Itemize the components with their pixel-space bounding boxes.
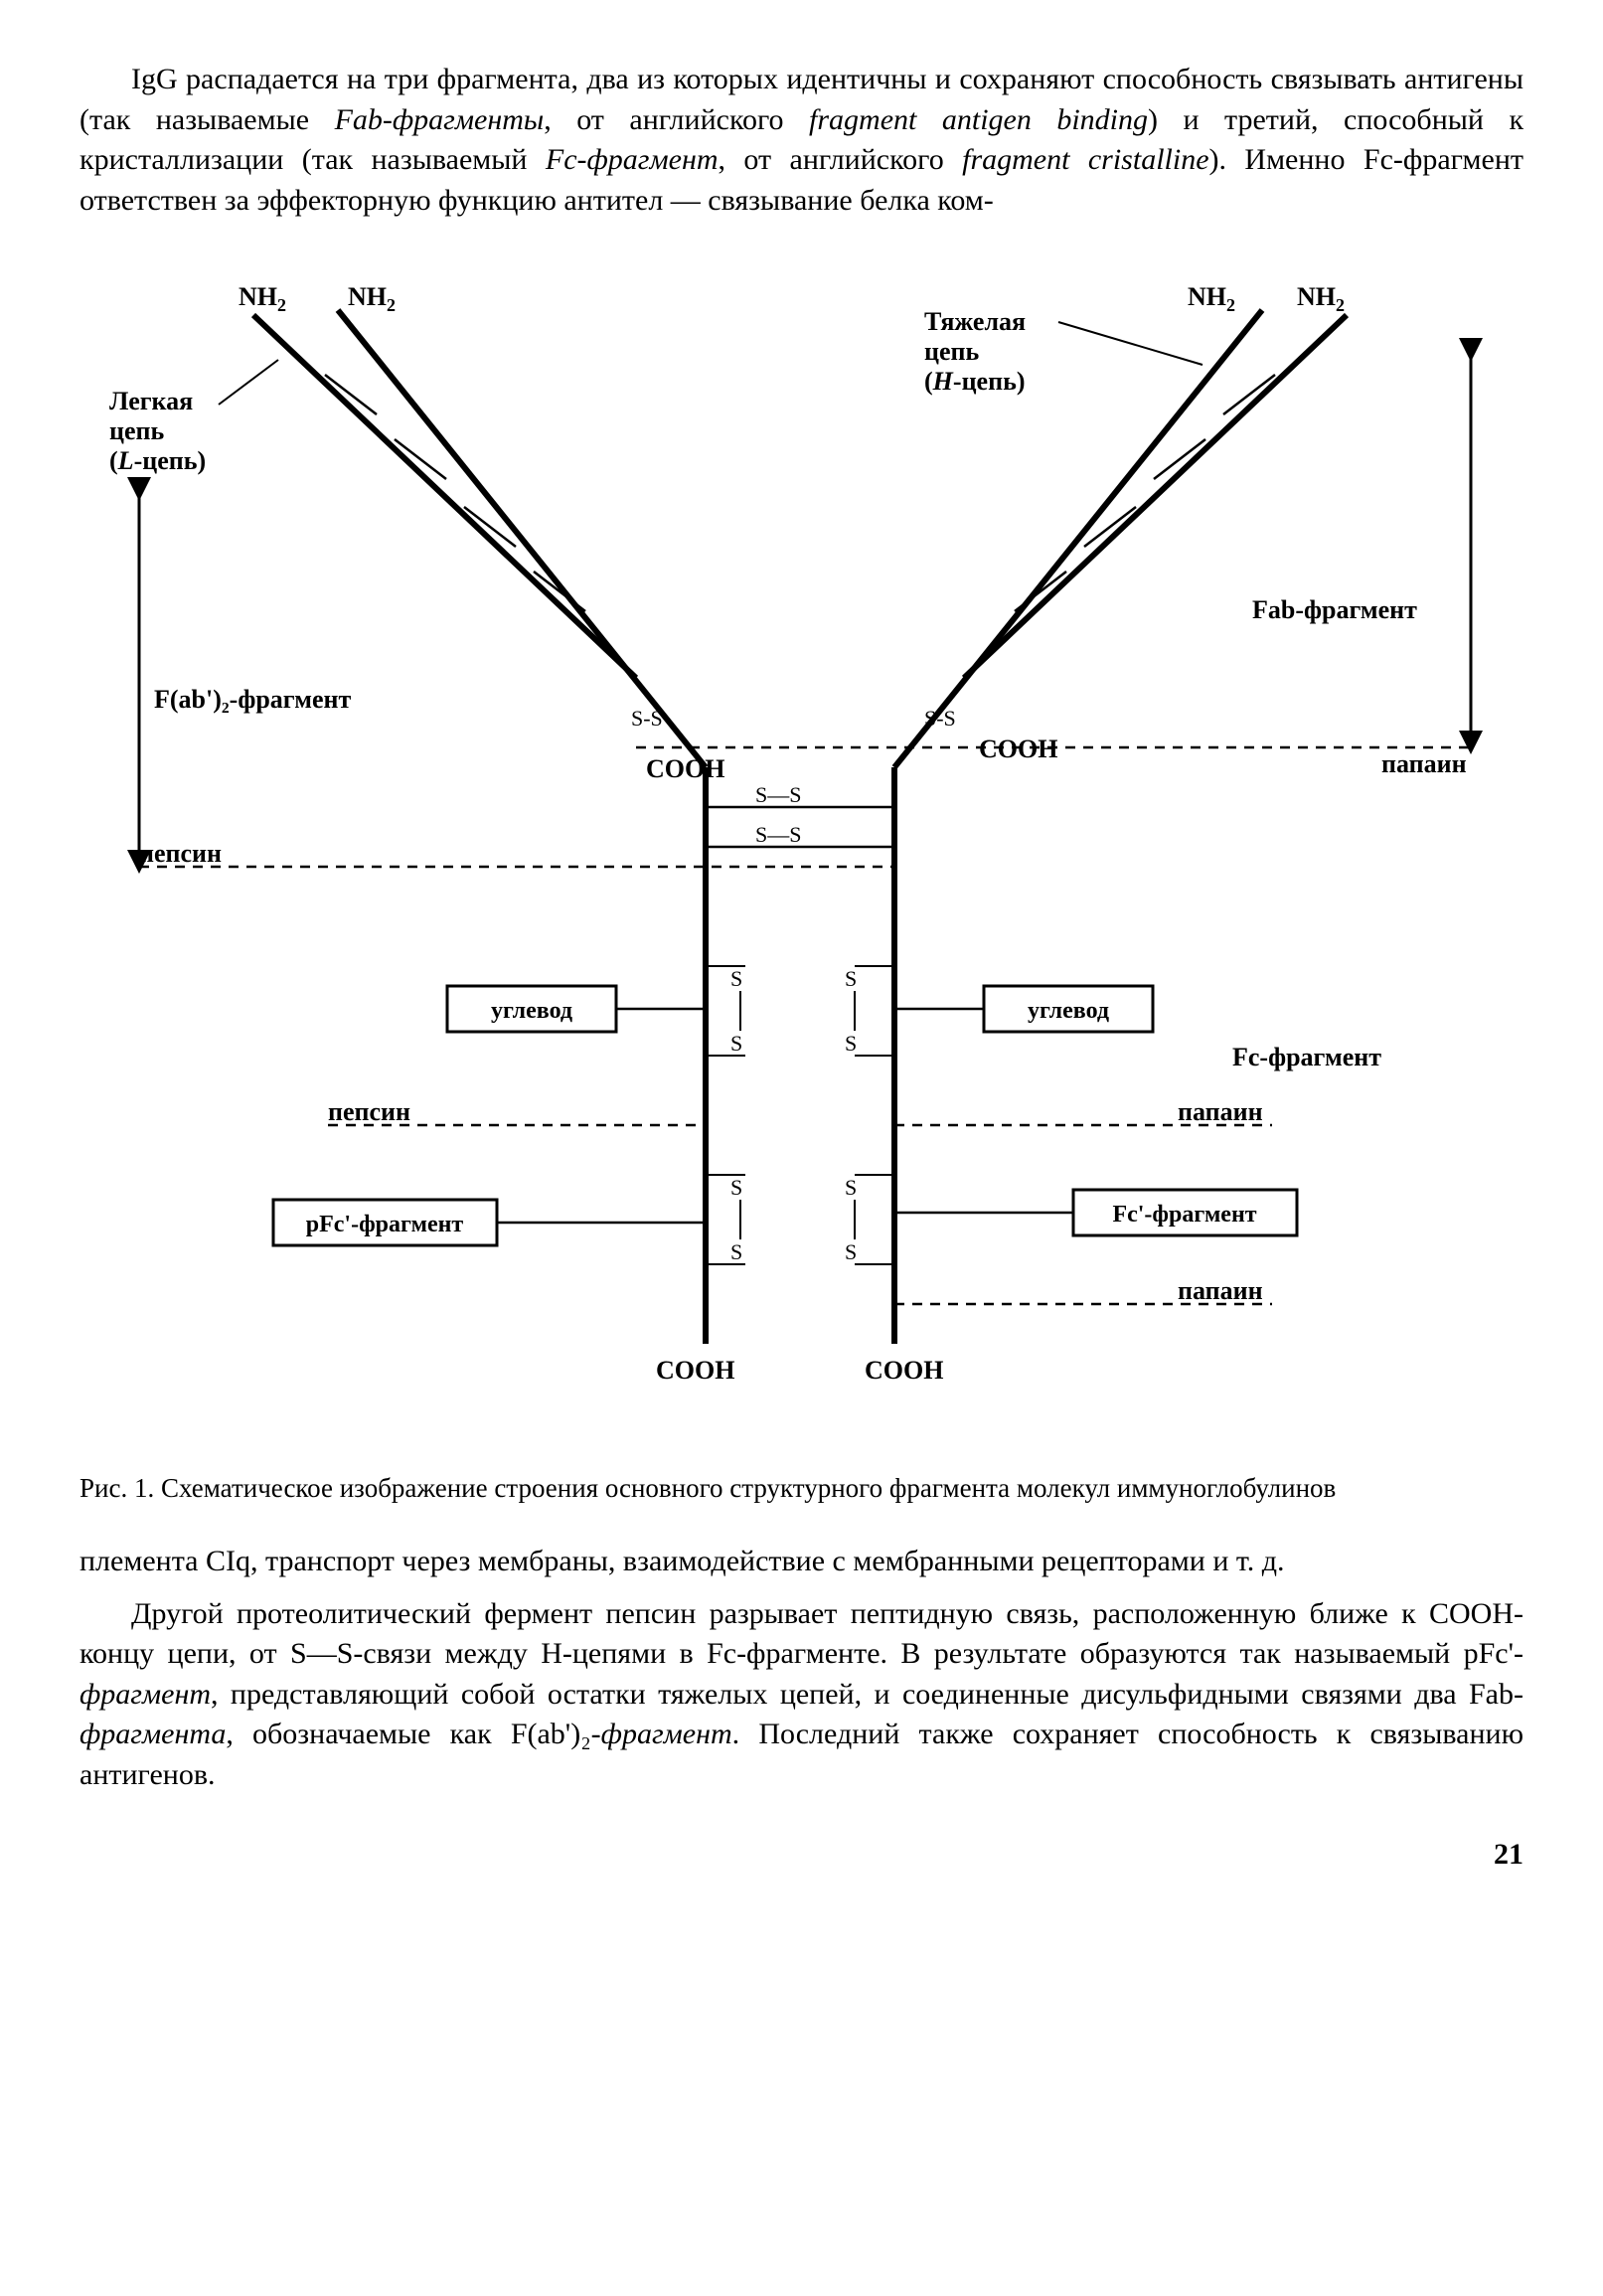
- ss-hinge-1: S—S: [755, 782, 801, 807]
- page-number: 21: [80, 1835, 1523, 1876]
- pepsin-label-2: пепсин: [328, 1097, 410, 1126]
- pepsin-label-1: пепсин: [139, 839, 222, 868]
- paragraph-2: племента CIq, транспорт через мембраны, …: [80, 1542, 1523, 1582]
- cooh-light-left: COOH: [646, 754, 724, 783]
- nh2-l2: NH2: [348, 282, 396, 315]
- stem-ss-right: S S S S: [845, 966, 894, 1264]
- svg-text:S: S: [730, 966, 742, 991]
- svg-text:S: S: [730, 1031, 742, 1056]
- nh2-r1: NH2: [1188, 282, 1235, 315]
- paragraph-1: IgG распадается на три фрагмента, два из…: [80, 60, 1523, 221]
- ss-arm-left: S-S: [631, 706, 663, 731]
- nh2-l1: NH2: [239, 282, 286, 315]
- svg-text:S: S: [845, 1239, 857, 1264]
- fab-label: Fab-фрагмент: [1252, 595, 1417, 624]
- carb-label-left: углевод: [491, 998, 572, 1024]
- cooh-stem-left: COOH: [656, 1356, 734, 1385]
- paragraph-3: Другой протеолитический фермент пепсин р…: [80, 1594, 1523, 1796]
- svg-text:S: S: [845, 966, 857, 991]
- heavy-chain-label: Тяжелая цепь (H-цепь): [924, 307, 1033, 396]
- svg-text:S: S: [730, 1175, 742, 1200]
- ss-hinge-2: S—S: [755, 822, 801, 847]
- figure-1: S-S S-S COOH COOH S—S S—S S S S S S S S …: [80, 250, 1523, 1443]
- stem-ss-left: S S S S: [706, 966, 745, 1264]
- cooh-stem-right: COOH: [865, 1356, 943, 1385]
- figure-caption: Рис. 1. Схематическое изображение строен…: [80, 1471, 1523, 1506]
- cooh-light-right: COOH: [979, 735, 1057, 763]
- ig-diagram: S-S S-S COOH COOH S—S S—S S S S S S S S …: [80, 250, 1521, 1443]
- right-arm-rungs: [1015, 375, 1275, 611]
- fcprime-label: Fc'-фрагмент: [1112, 1202, 1256, 1228]
- nh2-r2: NH2: [1297, 282, 1345, 315]
- light-chain-label: Легкая цепь (L-цепь): [109, 387, 206, 475]
- ss-arm-right: S-S: [924, 706, 956, 731]
- svg-text:S: S: [845, 1175, 857, 1200]
- left-arm-rungs: [325, 375, 585, 611]
- carb-label-right: углевод: [1028, 998, 1109, 1024]
- svg-text:S: S: [845, 1031, 857, 1056]
- papain-label-2: папаин: [1178, 1097, 1263, 1126]
- papain-label-3: папаин: [1178, 1276, 1263, 1305]
- pfc-label: pFc'-фрагмент: [306, 1212, 464, 1237]
- papain-label-1: папаин: [1381, 749, 1467, 778]
- svg-text:S: S: [730, 1239, 742, 1264]
- fc-label: Fc-фрагмент: [1232, 1043, 1381, 1071]
- fab2-label: F(ab')₂-фрагмент: [154, 685, 351, 714]
